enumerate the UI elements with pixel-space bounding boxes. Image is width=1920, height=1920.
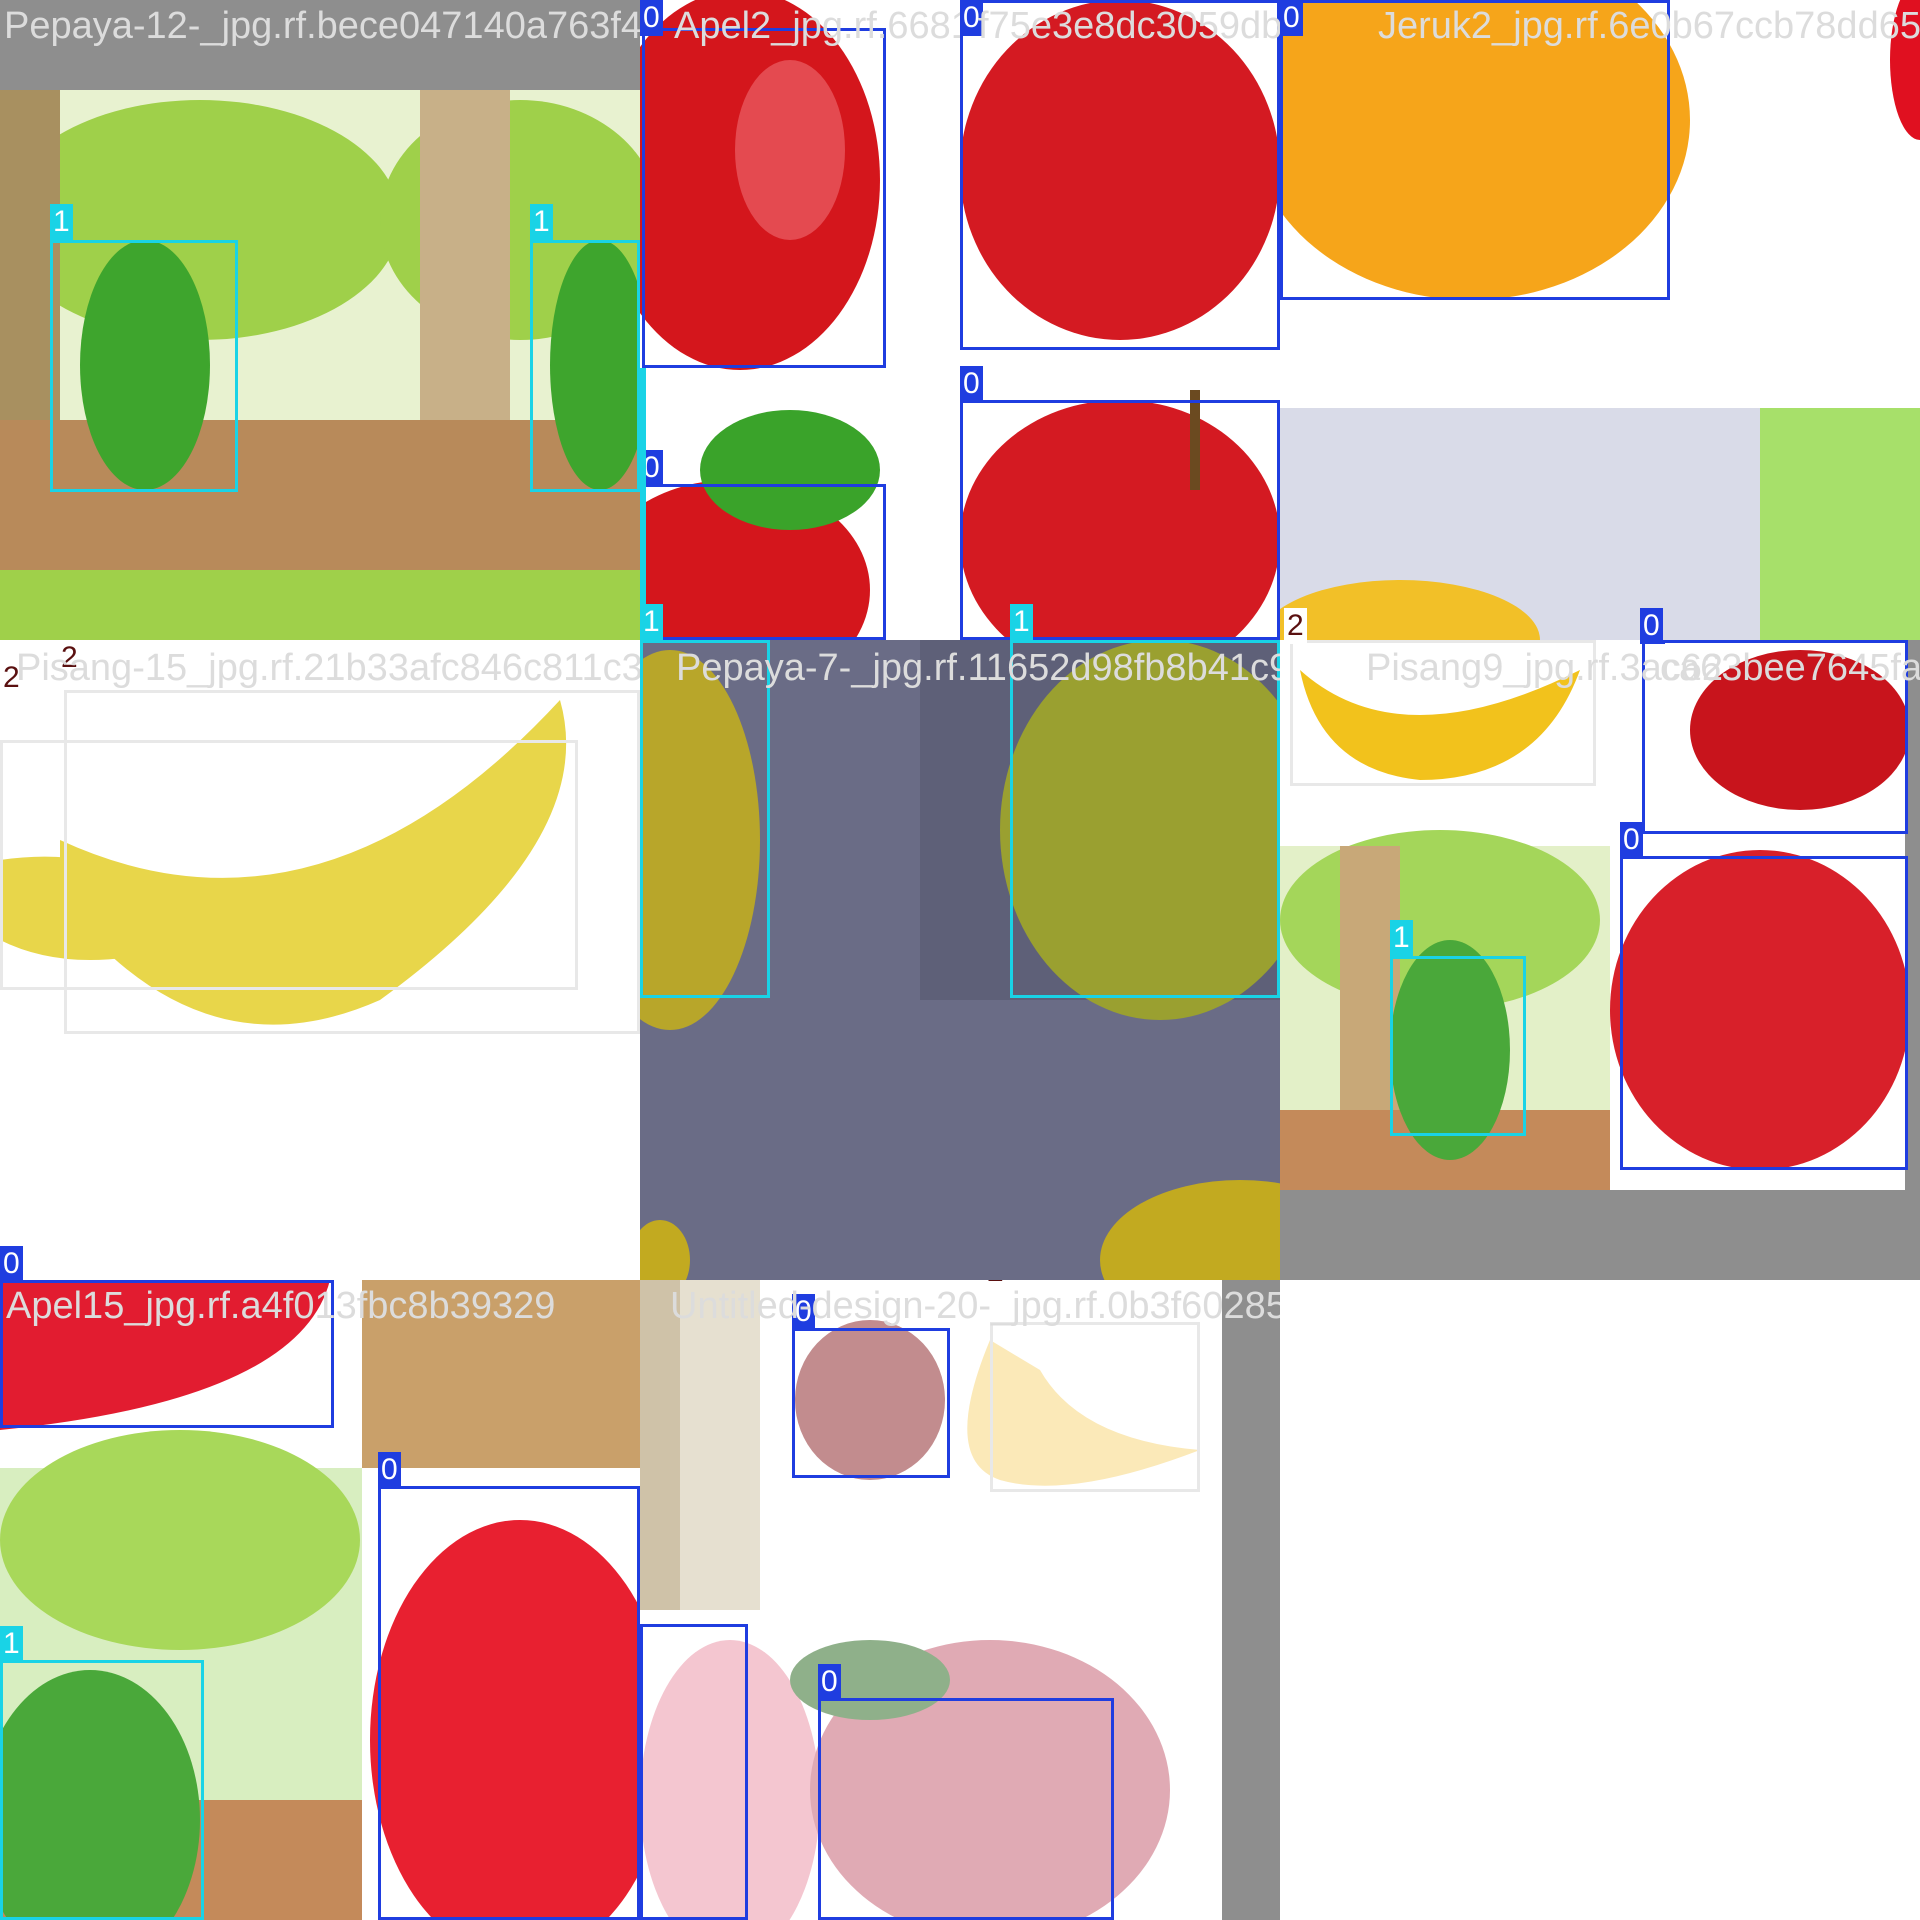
class-label-top: 1 [640, 604, 663, 640]
mixed-fruit-image [1280, 640, 1920, 1280]
mosaic-tile-apple-large: 0 0 f75e3e8dc3059db [960, 0, 1280, 640]
detection-box-papaya [1390, 956, 1526, 1136]
class-label: 0 [378, 1452, 401, 1488]
mosaic-tile-pepaya-7: 1 1 Pepaya-7-_jpg.rf.11652d98fb8b41c98 [640, 640, 1280, 1280]
class-label: 0 [960, 0, 983, 36]
detection-box-apple [792, 1328, 950, 1478]
faded-fruit-image [640, 1280, 1280, 1920]
mosaic-tile-pisang-15: 2 2 Pisang-15_jpg.rf.21b33afc846c811c39 [0, 640, 640, 1280]
class-label: 1 [0, 1626, 23, 1662]
class-label-top: 0 [1640, 608, 1663, 644]
detection-box-apple [1642, 640, 1908, 834]
papaya-on-gray-image [640, 640, 1280, 1280]
detection-box-orange [1280, 0, 1670, 300]
detection-box-apple [378, 1486, 640, 1920]
apple-papaya-image [0, 1280, 640, 1920]
detection-box-apple [642, 484, 886, 640]
class-label: 0 [1280, 0, 1303, 36]
mosaic-tile-papaya-12: Pepaya-12-_jpg.rf.bece047140a763f4 1 1 [0, 0, 640, 640]
apple-image [640, 0, 880, 640]
mosaic-tile-apel2: 0 0 Apel2_jpg.rf.66814 [640, 0, 960, 640]
detection-box-apple [960, 0, 1280, 350]
detection-box-papaya [0, 1660, 204, 1920]
orange-image [1280, 0, 1920, 640]
class-label: 0 [960, 366, 983, 402]
detection-box-apple [1620, 856, 1908, 1170]
image-filename: Pepaya-7-_jpg.rf.11652d98fb8b41c98 [676, 647, 1280, 689]
class-label: 2 [58, 640, 81, 676]
detection-box-apple [0, 1280, 334, 1428]
class-label: 1 [1390, 920, 1413, 956]
class-label: 0 [1620, 822, 1643, 858]
detection-box-papaya [50, 240, 238, 492]
mosaic-tile-jeruk2: 0 Jeruk2_jpg.rf.6e0b67ccb78dd652cee8 [1280, 0, 1920, 640]
image-filename: Jeruk2_jpg.rf.6e0b67ccb78dd652cee8 [1378, 5, 1920, 47]
class-label: 2 [984, 1280, 1007, 1290]
class-label: 1 [530, 204, 553, 240]
class-label-top: 0 [0, 1246, 23, 1282]
mosaic-tile-apel15: 0 0 1 Apel15_jpg.rf.a4f013fbc8b39329 [0, 1280, 640, 1920]
class-label-top: 1 [1010, 604, 1033, 640]
class-label: 1 [50, 204, 73, 240]
apple-image [960, 0, 1280, 640]
class-label: 2 [0, 660, 23, 696]
image-filename: Apel15_jpg.rf.a4f013fbc8b39329 [6, 1285, 556, 1327]
detection-box-banana [0, 740, 578, 990]
class-label: 0 [818, 1664, 841, 1700]
image-filename: ca63bee7645fa3 [1660, 647, 1920, 689]
detection-box-papaya [1010, 640, 1280, 998]
image-filename: Apel2_jpg.rf.66814 [674, 5, 960, 47]
detection-box-banana [990, 1322, 1200, 1492]
image-filename: f75e3e8dc3059db [978, 5, 1280, 47]
image-filename: Untitled-design-20-_jpg.rf.0b3f60285cc55 [670, 1285, 1280, 1327]
detection-box-apple [960, 400, 1280, 640]
class-label: 0 [640, 0, 663, 36]
detection-box-apple [640, 1624, 748, 1920]
detection-box-banana [64, 690, 640, 1034]
detection-box-apple [642, 28, 886, 368]
detection-box-papaya [530, 240, 640, 492]
class-label-top: 2 [1284, 608, 1307, 644]
class-label: 0 [792, 1294, 815, 1330]
banana-image [0, 700, 567, 1025]
detection-box-papaya [640, 640, 770, 998]
detection-box-edge [640, 368, 646, 640]
mosaic-tile-untitled-design-20: 0 2 0 Untitled-design-20-_jpg.rf.0b3f602… [640, 1280, 1280, 1920]
mosaic-tile-pisang9: 2 0 1 0 Pisang9_jpg.rf.3ac62 ca63bee7645… [1280, 640, 1920, 1280]
detection-box-banana [1290, 640, 1596, 786]
image-filename: Pisang-15_jpg.rf.21b33afc846c811c39 [16, 647, 640, 689]
image-filename: Pisang9_jpg.rf.3ac62 [1366, 647, 1724, 689]
padding-band [0, 0, 640, 88]
detection-box-apple [818, 1698, 1114, 1920]
image-filename: Pepaya-12-_jpg.rf.bece047140a763f4 [4, 5, 640, 47]
